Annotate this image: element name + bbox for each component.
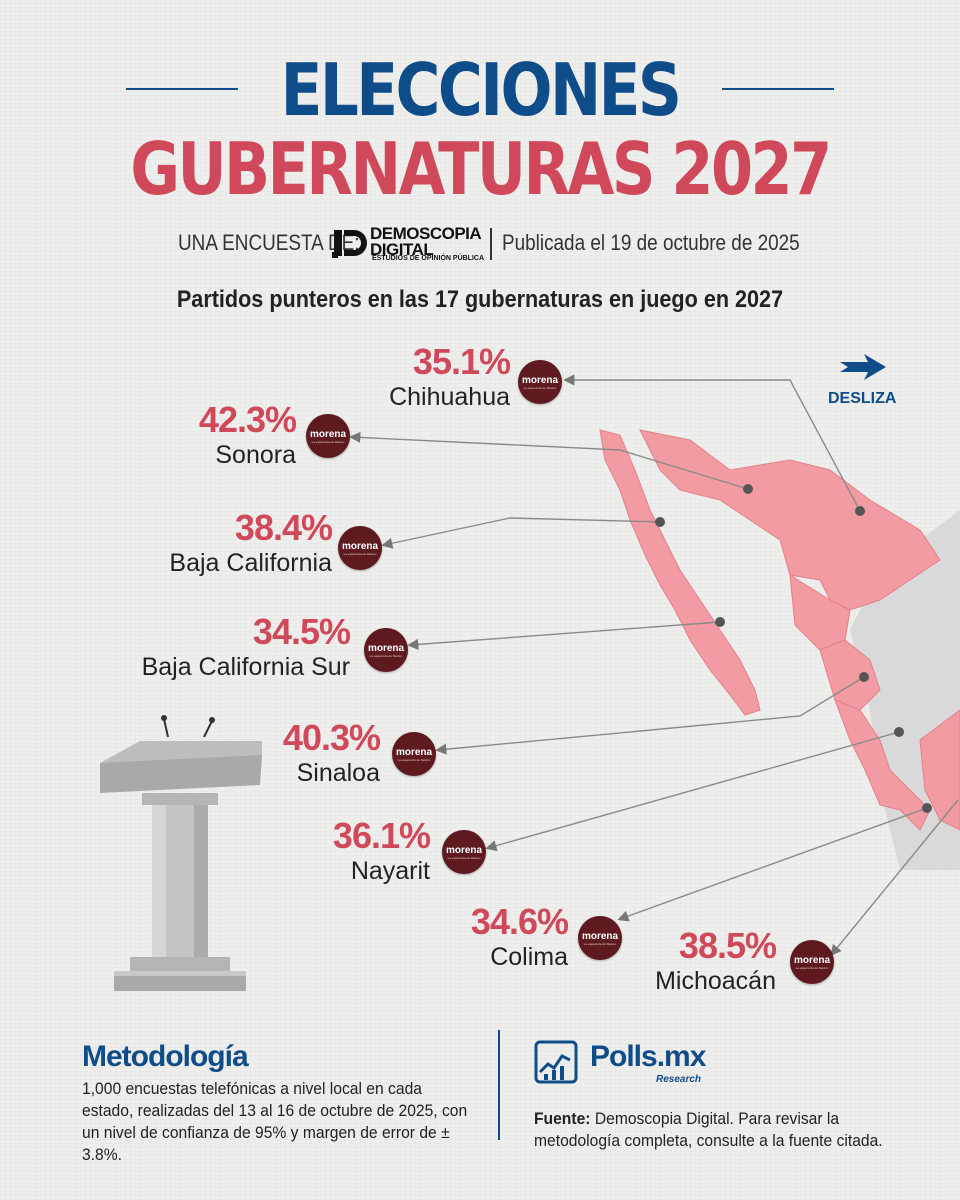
morena-badge-icon: morena La esperanza de México: [578, 916, 622, 960]
state-name: Colima: [490, 943, 568, 971]
state-name: Sinaloa: [296, 759, 380, 787]
morena-badge-icon: morena La esperanza de México: [392, 732, 436, 776]
methodology-text: 1,000 encuestas telefónicas a nivel loca…: [82, 1079, 468, 1164]
source-text: Demoscopia Digital. Para revisar la meto…: [534, 1109, 883, 1150]
state-percent: 42.3%: [198, 399, 297, 440]
chart-subtitle: Partidos punteros en las 17 gubernaturas…: [176, 286, 784, 313]
publish-date: Publicada el 19 de octubre de 2025: [502, 230, 800, 255]
map-state-jalisco-colima: [834, 699, 931, 831]
page-subtitle-red: GUBERNATURAS 2027: [130, 127, 832, 211]
state-label-baja-california: 38.4% Baja California: [100, 507, 333, 578]
state-percent: 34.5%: [252, 611, 351, 652]
state-name: Sonora: [215, 441, 296, 469]
byline-separator: [490, 228, 492, 260]
map-state-michoacan: [919, 709, 960, 831]
byline-prefix: UNA ENCUESTA DE:: [178, 230, 360, 255]
morena-badge-icon: morena La esperanza de México: [790, 940, 834, 984]
map-dot-sonora: [743, 484, 753, 494]
connector-sonora: [349, 431, 749, 490]
state-percent: 36.1%: [332, 815, 431, 856]
map-dot-colima: [922, 803, 932, 813]
state-name: Nayarit: [350, 857, 430, 885]
pollster-logo-line2: DIGITAL: [370, 240, 434, 259]
demoscopia-logo-icon: [332, 230, 367, 258]
polls-mx-logo-icon: [534, 1040, 578, 1084]
morena-badge-icon: morena La esperanza de México: [364, 628, 408, 672]
mexico-map: [599, 429, 960, 870]
source-note: Fuente: Demoscopia Digital. Para revisar…: [534, 1108, 920, 1152]
state-label-chihuahua: 35.1% Chihuahua: [300, 341, 511, 412]
map-dot-baja-california: [655, 517, 665, 527]
polls-mx-brand: Polls.mx: [590, 1040, 706, 1073]
pollster-logo-line3: ESTUDIOS DE OPINIÓN PÚBLICA: [372, 255, 485, 262]
arrow-right-icon[interactable]: [838, 352, 888, 382]
connector-nayarit: [485, 731, 900, 852]
source-label: Fuente:: [534, 1109, 591, 1128]
state-percent: 38.5%: [678, 925, 777, 966]
title-rule-right: [722, 88, 834, 90]
polls-mx-subbrand: Research: [656, 1074, 702, 1085]
connector-chihuahua: [563, 374, 861, 512]
map-dot-chihuahua: [855, 506, 865, 516]
state-label-baja-california-sur: 34.5% Baja California Sur: [100, 611, 351, 682]
connector-colima: [617, 807, 928, 922]
connector-sinaloa: [435, 676, 865, 755]
methodology-title: Metodología: [82, 1040, 249, 1073]
morena-badge-icon: morena La esperanza de México: [518, 360, 562, 404]
map-dot-baja-california-sur: [715, 617, 725, 627]
state-label-colima: 34.6% Colima: [426, 901, 569, 972]
state-percent: 40.3%: [282, 717, 381, 758]
map-state-sonora-chihuahua: [639, 429, 941, 611]
state-name: Chihuahua: [389, 383, 510, 411]
state-percent: 34.6%: [470, 901, 569, 942]
morena-badge-icon: morena La esperanza de México: [442, 830, 486, 874]
state-name: Baja California Sur: [141, 653, 350, 681]
state-label-sinaloa: 40.3% Sinaloa: [240, 717, 381, 788]
state-name: Baja California: [169, 549, 332, 577]
state-percent: 35.1%: [412, 341, 511, 382]
title-rule-left: [218, 88, 238, 90]
podium-icon: [100, 715, 262, 991]
map-dot-nayarit: [894, 727, 904, 737]
title-rule-left-outer: [126, 88, 218, 90]
connector-baja-california-sur: [407, 621, 721, 650]
state-label-nayarit: 36.1% Nayarit: [290, 815, 431, 886]
state-label-sonora: 42.3% Sonora: [90, 399, 297, 470]
page-title: ELECCIONES: [280, 48, 682, 132]
connector-michoacan: [830, 799, 959, 957]
connector-baja-california: [381, 517, 661, 549]
state-label-michoacan: 38.5% Michoacán: [600, 925, 777, 996]
swipe-hint-label[interactable]: DESLIZA: [828, 390, 897, 407]
morena-badge-icon: morena La esperanza de México: [338, 526, 382, 570]
state-percent: 38.4%: [234, 507, 333, 548]
morena-badge-icon: morena La esperanza de México: [306, 414, 350, 458]
footer-divider: [498, 1030, 500, 1140]
state-name: Michoacán: [655, 967, 776, 995]
pollster-logo-line1: DEMOSCOPIA: [370, 224, 482, 243]
map-dot-sinaloa: [859, 672, 869, 682]
